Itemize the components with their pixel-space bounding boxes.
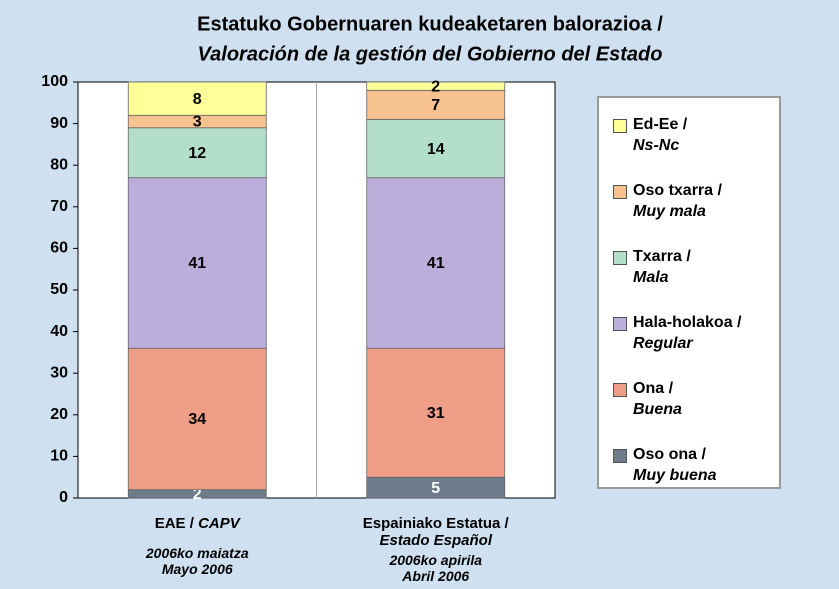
legend-label: Oso txarra / Muy mala — [633, 182, 722, 220]
legend-entry: Hala-holakoa / Regular — [613, 312, 741, 354]
y-tick-label: 90 — [50, 115, 68, 132]
data-label: 34 — [188, 411, 206, 428]
data-label: 7 — [431, 97, 440, 114]
legend-label: Ed-Ee / Ns-Nc — [633, 116, 688, 154]
legend-label: Ona / Buena — [633, 380, 682, 418]
data-label: 2 — [431, 78, 440, 95]
bar-segment — [127, 127, 267, 179]
y-tick-label: 20 — [50, 406, 68, 423]
data-label: 2 — [193, 486, 202, 503]
data-label: 3 — [193, 114, 202, 131]
legend: Oso ona / Muy buena Ona / Buena Hala-holak… — [597, 96, 781, 489]
legend-swatch — [613, 317, 627, 331]
data-label: 31 — [427, 405, 445, 422]
legend-entry: Ed-Ee / Ns-Nc — [613, 114, 687, 156]
bar-segment — [366, 119, 506, 179]
bar-segment — [366, 347, 506, 478]
y-tick-label: 100 — [41, 73, 68, 90]
x-tick-label: Espainiako Estatua / Estado Español — [362, 515, 509, 549]
period-label: Abril 2006 — [402, 568, 470, 584]
legend-entry: Oso ona / Muy buena — [613, 444, 717, 486]
y-tick-label: 60 — [50, 240, 68, 257]
data-label: 5 — [431, 480, 440, 497]
data-label: 14 — [427, 141, 445, 158]
y-tick-label: 0 — [59, 489, 68, 506]
y-tick-label: 30 — [50, 364, 68, 381]
bar-segment — [366, 81, 506, 91]
legend-entry: Oso txarra / Muy mala — [613, 180, 722, 222]
bar-segment — [127, 177, 267, 349]
chart-subtitle: Valoración de la gestión del Gobierno de… — [198, 43, 663, 65]
bar-segment — [127, 81, 267, 116]
legend-swatch — [613, 185, 627, 199]
legend-entry: Txarra / Mala — [613, 246, 691, 288]
bar-segment — [366, 89, 506, 120]
y-tick-label: 80 — [50, 156, 68, 173]
period-label: 2006ko maiatza — [145, 545, 249, 561]
legend-swatch — [613, 119, 627, 133]
period-label: 2006ko apirila — [389, 552, 483, 568]
y-tick-label: 50 — [50, 281, 68, 298]
data-label: 41 — [188, 255, 206, 272]
bar-segment — [127, 347, 267, 491]
legend-swatch — [613, 383, 627, 397]
data-label: 12 — [188, 145, 206, 162]
legend-label: Hala-holakoa / Regular — [633, 314, 742, 352]
data-label: 8 — [193, 91, 202, 108]
legend-swatch — [613, 251, 627, 265]
data-label: 41 — [427, 255, 445, 272]
legend-label: Oso ona / Muy buena — [633, 446, 717, 484]
bar-segment — [366, 177, 506, 349]
legend-swatch — [613, 449, 627, 463]
legend-label: Txarra / Mala — [633, 248, 691, 286]
chart-title: Estatuko Gobernuaren kudeaketaren balora… — [197, 13, 663, 35]
y-tick-label: 40 — [50, 323, 68, 340]
y-tick-label: 70 — [50, 198, 68, 215]
period-label: Mayo 2006 — [161, 561, 233, 577]
x-tick-label: EAE / CAPV — [154, 515, 240, 532]
y-tick-label: 10 — [50, 448, 68, 465]
legend-entry: Ona / Buena — [613, 378, 682, 420]
